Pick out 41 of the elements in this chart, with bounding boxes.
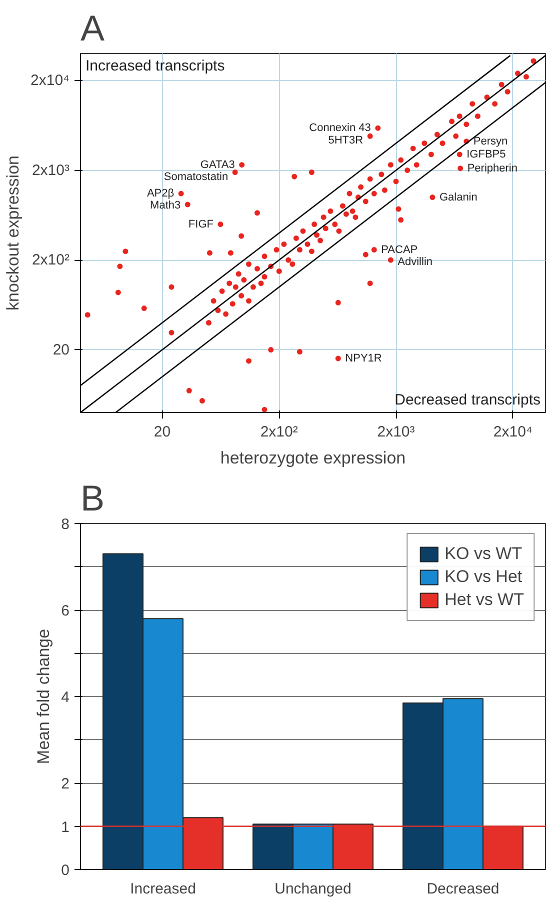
x-tick-label: Unchanged — [274, 880, 352, 898]
y-tick-label: 8 — [61, 516, 70, 533]
x-tick-label: 2x10⁴ — [493, 424, 532, 440]
y-tick-label: 2x10² — [32, 252, 70, 269]
y-tick-label: 6 — [61, 602, 70, 620]
annotation: Increased transcripts — [86, 58, 225, 74]
annotation: Galanin — [439, 191, 478, 204]
x-axis-title: heterozygote expression — [220, 448, 406, 468]
annotation: GATA3 — [200, 158, 235, 171]
y-axis-title: Mean fold change — [34, 628, 54, 764]
annotation: IGFBP5 — [466, 148, 506, 160]
y-tick-label: 1 — [61, 818, 70, 836]
y-tick-label: 0 — [61, 862, 70, 879]
chart-title: B — [80, 478, 105, 518]
annotation: Advillin — [398, 256, 433, 268]
annotation: PACAP — [381, 244, 418, 256]
annotation: Connexin 43 — [309, 122, 371, 134]
legend-label: KO vs WT — [444, 544, 522, 564]
annotation: FIGF — [188, 218, 214, 230]
y-tick-label: 2x10⁴ — [30, 72, 70, 90]
x-tick-label: 20 — [154, 424, 171, 440]
annotation: Math3 — [150, 200, 181, 212]
annotation: NPY1R — [345, 352, 382, 364]
x-tick-label: Increased — [130, 880, 196, 898]
annotation: Peripherin — [467, 162, 518, 174]
annotation: AP2β — [146, 188, 174, 200]
x-tick-label: 2x10³ — [377, 424, 415, 440]
y-tick-label: 4 — [61, 689, 70, 706]
annotation: 5HT3R — [328, 134, 364, 146]
annotation: Persyn — [473, 135, 508, 148]
x-tick-label: 2x10² — [260, 424, 298, 440]
y-tick-label: 20 — [52, 341, 70, 358]
annotation: Somatostatin — [164, 171, 228, 184]
y-tick-label: 2x10³ — [32, 162, 70, 179]
chart-title: A — [80, 8, 105, 48]
legend-label: KO vs Het — [444, 567, 522, 587]
legend-label: Het vs WT — [444, 590, 524, 610]
y-axis-title: knockout expression — [4, 156, 23, 310]
x-tick-label: Decreased — [426, 880, 500, 898]
y-tick-label: 2 — [61, 776, 70, 792]
annotation: Decreased transcripts — [394, 392, 541, 408]
